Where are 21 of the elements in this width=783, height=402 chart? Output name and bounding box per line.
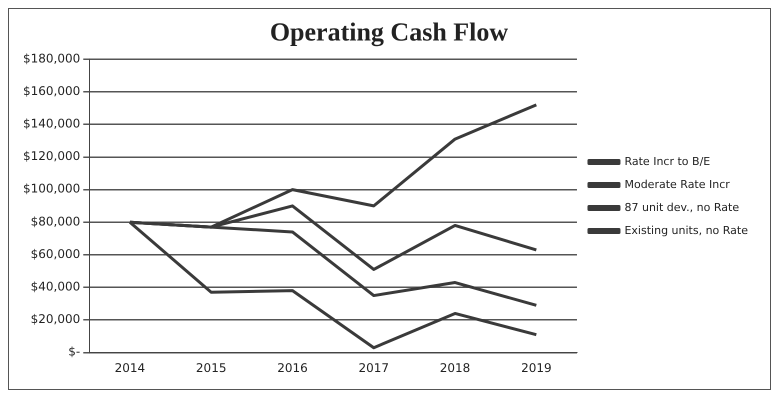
y-tick-label: $40,000 (30, 280, 80, 294)
y-tick-label: $180,000 (22, 51, 80, 66)
y-tick-label: $100,000 (22, 182, 80, 196)
y-tick-label: $140,000 (22, 116, 80, 131)
x-tick-label: 2018 (440, 360, 470, 375)
legend-label: Rate Incr to B/E (624, 154, 710, 168)
legend-label: Existing units, no Rate (624, 224, 748, 237)
x-tick-label: 2016 (277, 360, 308, 375)
y-tick-label: $60,000 (30, 246, 80, 261)
y-tick-label: $- (68, 344, 80, 359)
y-tick-label: $160,000 (22, 84, 80, 98)
x-tick-label: 2019 (521, 360, 552, 375)
y-tick-label: $20,000 (30, 312, 80, 326)
x-tick-label: 2017 (358, 360, 390, 375)
x-tick-label: 2015 (196, 360, 226, 375)
y-tick-label: $120,000 (22, 149, 80, 164)
chart-title: Operating Cash Flow (270, 17, 508, 46)
legend-label: Moderate Rate Incr (624, 178, 730, 191)
y-tick-label: $80,000 (30, 214, 80, 228)
x-tick-label: 2014 (114, 360, 146, 375)
legend-label: 87 unit dev., no Rate (624, 200, 740, 214)
